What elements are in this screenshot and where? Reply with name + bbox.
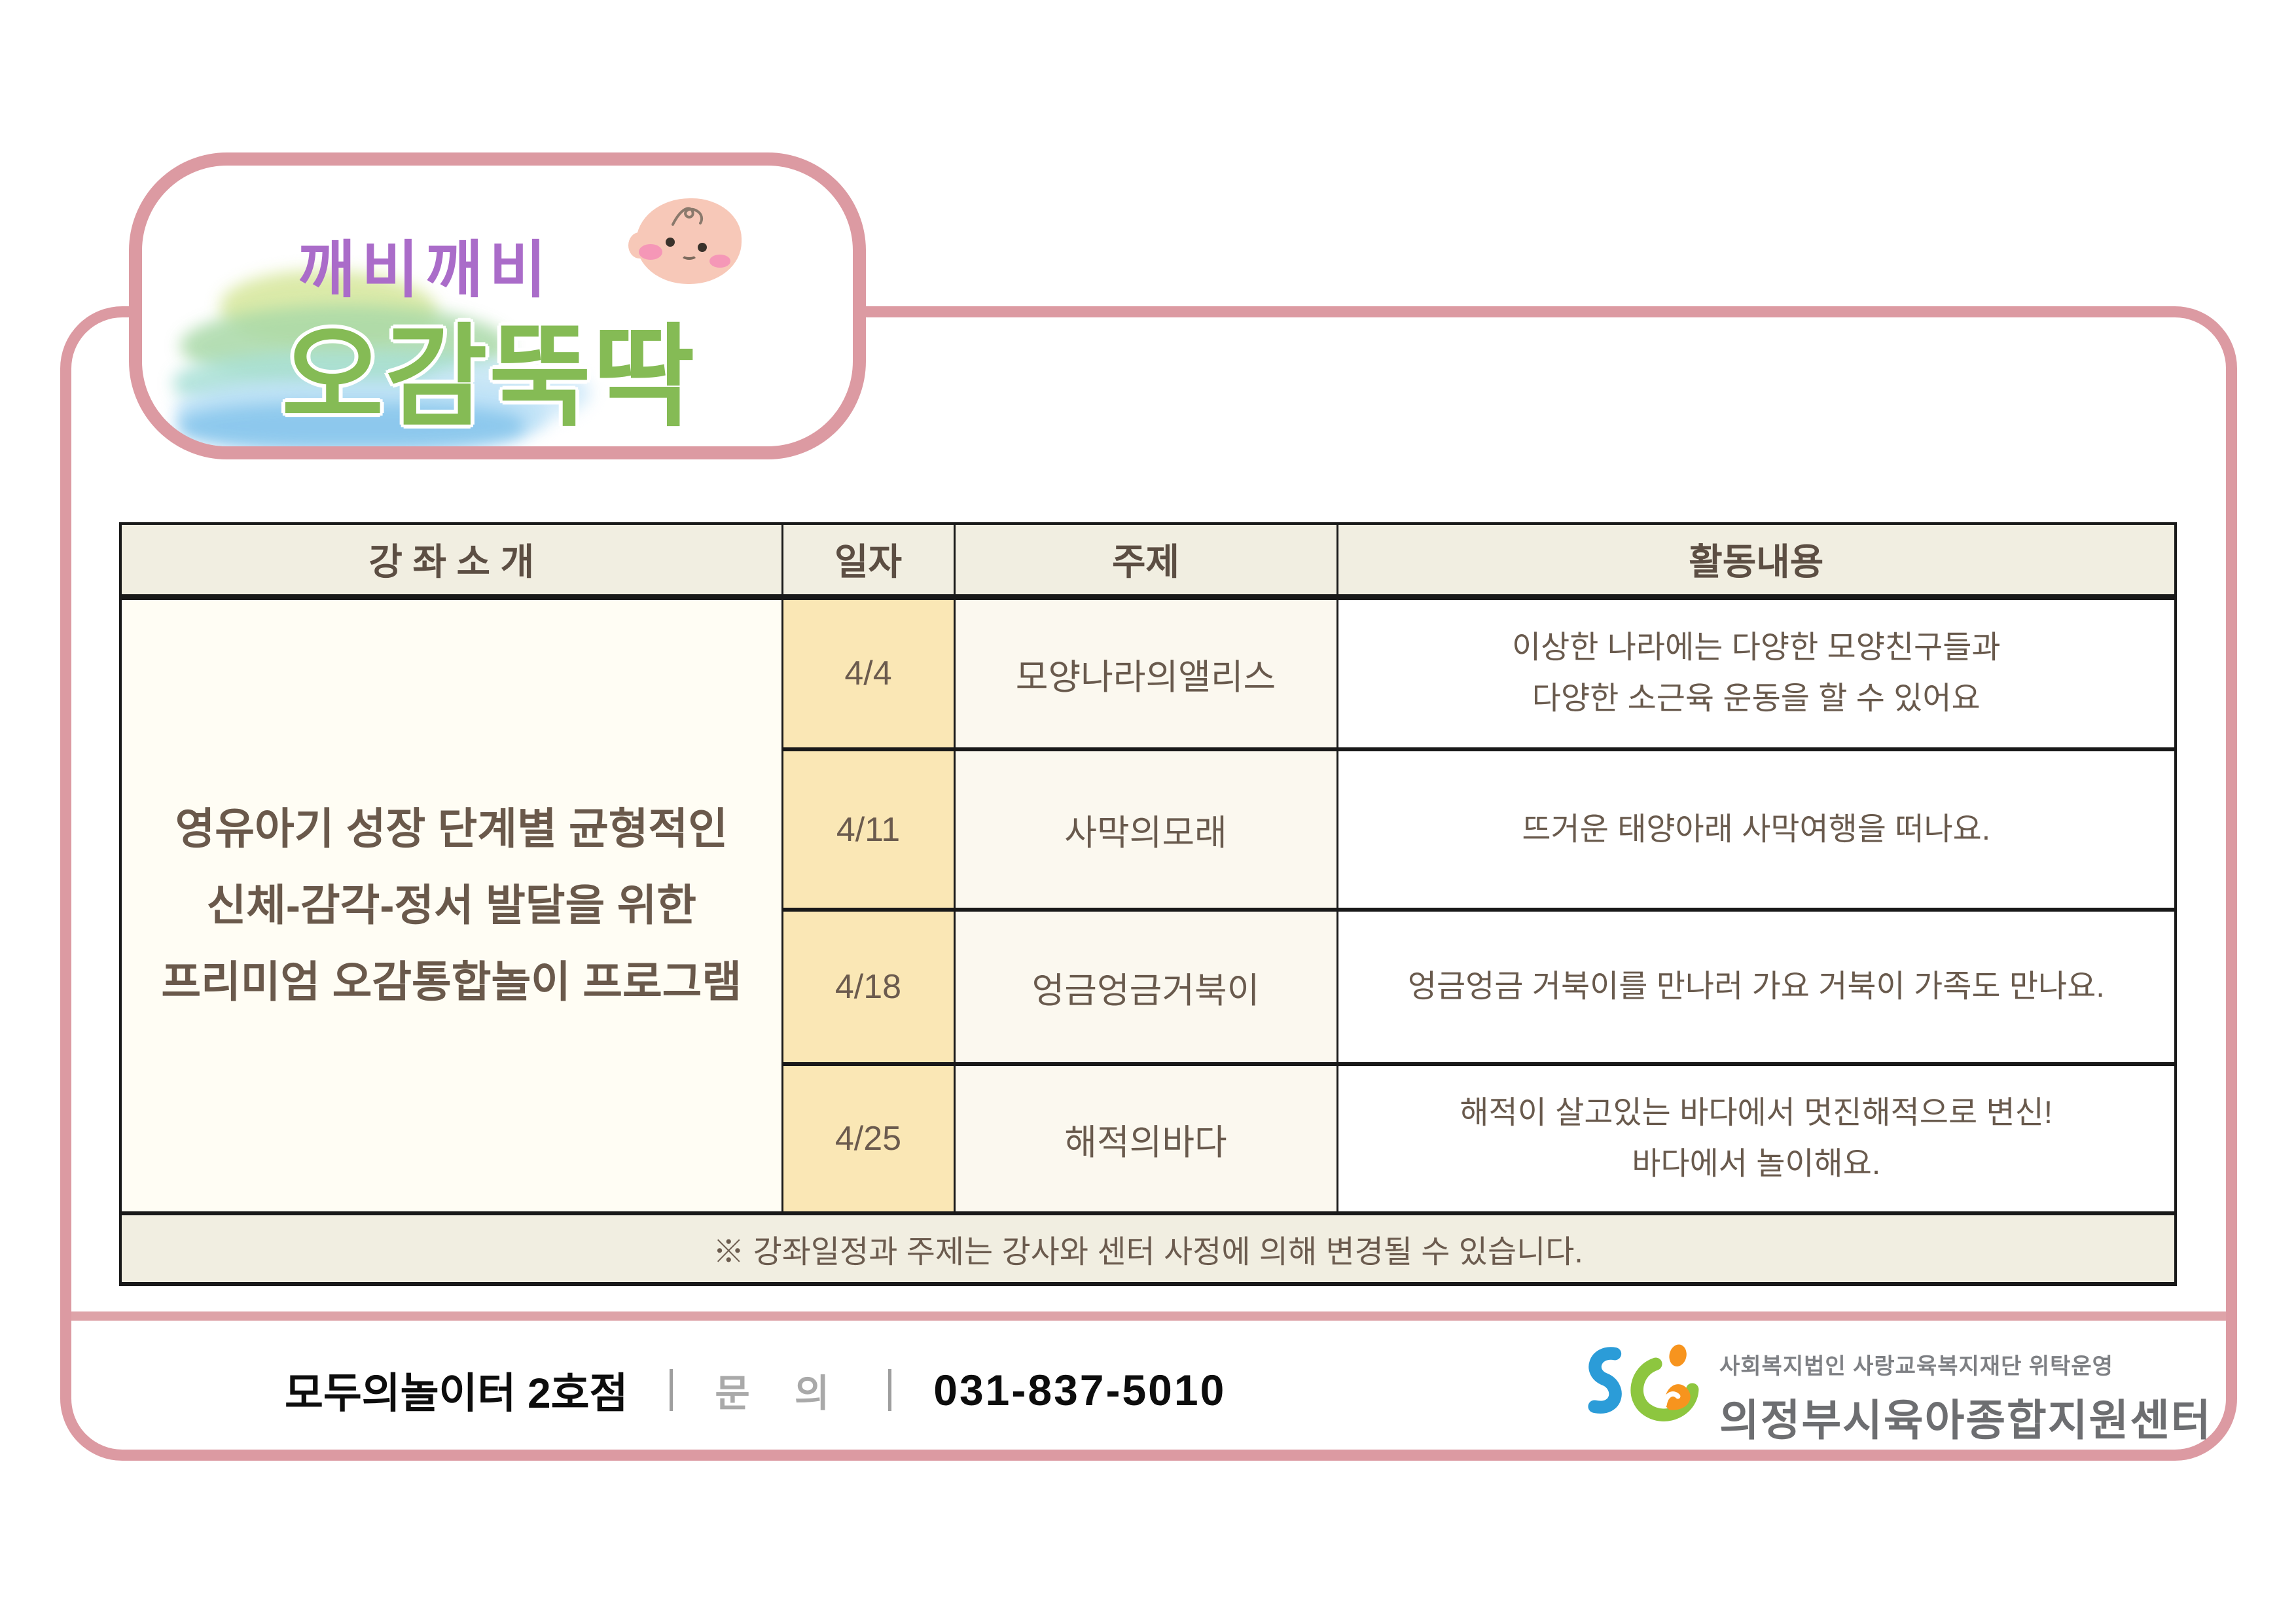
schedule-note: ※ 강좌일정과 주제는 강사와 센터 사정에 의해 변경될 수 있습니다. bbox=[119, 1212, 2177, 1286]
topic-cell: 모양나라의앨리스 bbox=[953, 596, 1338, 751]
org-subtitle: 사회복지법인 사랑교육복지재단 위탁운영 bbox=[1719, 1354, 2113, 1379]
watercolor-blob bbox=[180, 403, 524, 446]
date-cell: 4/25 bbox=[781, 1063, 956, 1215]
baby-hair-curl bbox=[672, 207, 704, 226]
place-name: 모두의놀이터 2호점 bbox=[285, 1370, 628, 1417]
phone-number: 031-837-5010 bbox=[933, 1366, 1227, 1414]
divider-bar bbox=[670, 1369, 673, 1411]
baby-face-icon bbox=[628, 198, 742, 284]
activity-line: 바다에서 놀이해요. bbox=[1632, 1147, 1881, 1181]
date-cell: 4/11 bbox=[781, 748, 956, 912]
divider-bar bbox=[888, 1369, 892, 1411]
course-intro-line: 영유아기 성장 단계별 균형적인 bbox=[175, 804, 728, 853]
baby-eye bbox=[666, 238, 675, 247]
table-row: 4/18 엉금엉금거북이 엉금엉금 거북이를 만나러 가요 거북이 가족도 만나… bbox=[120, 908, 2177, 1066]
activity-cell: 뜨거운 태양아래 사막여행을 떠나요. bbox=[1336, 748, 2177, 912]
org-text: 사회복지법인 사랑교육복지재단 위탁운영 의정부시육아종합지원센터 bbox=[1719, 1343, 2212, 1448]
baby-blush bbox=[709, 255, 730, 268]
table-header-row: 강 좌 소 개 일자 주제 활동내용 bbox=[119, 522, 2177, 600]
baby-eye bbox=[698, 243, 707, 252]
table-row: 4/11 사막의모래 뜨거운 태양아래 사막여행을 떠나요. bbox=[120, 748, 2177, 912]
course-intro-line: 프리미엄 오감통합놀이 프로그램 bbox=[161, 957, 742, 1007]
activity-line: 이상한 나라에는 다양한 모양친구들과 bbox=[1511, 630, 2001, 666]
org-name: 의정부시육아종합지원센터 bbox=[1719, 1396, 2212, 1444]
header-date: 일자 bbox=[781, 522, 956, 600]
table-note-row: ※ 강좌일정과 주제는 강사와 센터 사정에 의해 변경될 수 있습니다. bbox=[119, 1212, 2177, 1286]
baby-skin bbox=[636, 198, 742, 284]
course-intro-line: 신체-감각-정서 발달을 위한 bbox=[206, 881, 697, 930]
org-logo-block: 사회복지법인 사랑교육복지재단 위탁운영 의정부시육아종합지원센터 bbox=[1583, 1343, 2212, 1448]
program-logo-badge: 깨비깨비 오감뚝딱 bbox=[129, 152, 866, 459]
activity-line: 다양한 소근육 운동을 할 수 있어요 bbox=[1532, 681, 1981, 717]
activity-line: 엉금엉금 거북이를 만나러 가요 거북이 가족도 만나요. bbox=[1407, 969, 2105, 1004]
date-cell: 4/4 bbox=[781, 596, 956, 751]
org-logo-icon bbox=[1588, 1344, 1699, 1421]
footer-divider-line bbox=[71, 1311, 2226, 1321]
inquiry-label: 문 의 bbox=[715, 1372, 847, 1415]
program-title-main: 오감뚝딱 bbox=[281, 315, 696, 440]
course-intro-cell: 영유아기 성장 단계별 균형적인 신체-감각-정서 발달을 위한 프리미엄 오감… bbox=[119, 596, 783, 1215]
topic-cell: 사막의모래 bbox=[953, 748, 1338, 912]
activity-cell: 해적이 살고있는 바다에서 멋진해적으로 변신! 바다에서 놀이해요. bbox=[1336, 1063, 2177, 1215]
topic-cell: 해적의바다 bbox=[953, 1063, 1338, 1215]
table-row: 4/25 해적의바다 해적이 살고있는 바다에서 멋진해적으로 변신! 바다에서… bbox=[120, 1063, 2177, 1215]
schedule-table: 강 좌 소 개 일자 주제 활동내용 영유아기 성장 단계별 균형적인 신체-감… bbox=[119, 522, 2177, 1286]
table-row: 영유아기 성장 단계별 균형적인 신체-감각-정서 발달을 위한 프리미엄 오감… bbox=[119, 596, 2177, 1215]
program-title-top: 깨비깨비 bbox=[298, 236, 553, 305]
activity-line: 뜨거운 태양아래 사막여행을 떠나요. bbox=[1522, 812, 1991, 847]
activity-cell: 이상한 나라에는 다양한 모양친구들과 다양한 소근육 운동을 할 수 있어요 bbox=[1336, 596, 2177, 751]
contact-bar: 모두의놀이터 2호점 문 의 031-837-5010 bbox=[285, 1363, 1226, 1418]
header-topic: 주제 bbox=[953, 522, 1338, 600]
header-course-intro: 강 좌 소 개 bbox=[119, 522, 783, 600]
activity-cell: 엉금엉금 거북이를 만나러 가요 거북이 가족도 만나요. bbox=[1336, 908, 2177, 1066]
activity-line: 해적이 살고있는 바다에서 멋진해적으로 변신! bbox=[1460, 1096, 2053, 1130]
date-cell: 4/18 bbox=[781, 908, 956, 1066]
topic-cell: 엉금엉금거북이 bbox=[953, 908, 1338, 1066]
baby-blush bbox=[639, 244, 662, 260]
baby-smile bbox=[681, 249, 698, 260]
header-activity: 활동내용 bbox=[1336, 522, 2177, 600]
